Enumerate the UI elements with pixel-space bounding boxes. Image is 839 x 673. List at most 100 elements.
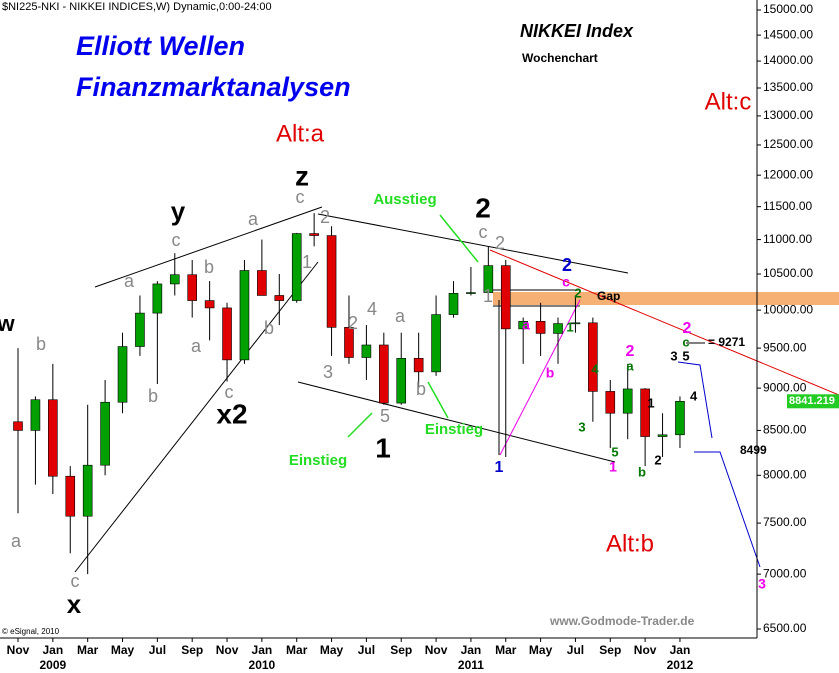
x-tick-label: Mar (495, 643, 517, 657)
x-tick-label: Sep (599, 643, 621, 657)
arrow (427, 381, 449, 419)
trend-line (499, 299, 581, 456)
x-tick-label: Nov (7, 643, 30, 657)
annotation: 1 (495, 459, 504, 476)
candle-body (117, 346, 128, 403)
annotation: c (562, 274, 570, 290)
x-tick-label: Jan (461, 643, 482, 657)
candle-body (535, 321, 546, 334)
candle-body (100, 401, 110, 466)
annotation: Alt:c (705, 88, 752, 115)
candle-body (135, 312, 145, 347)
annotation: b (264, 318, 274, 338)
arrow (347, 412, 373, 438)
candle-body (65, 475, 76, 517)
trend-line (297, 381, 616, 463)
y-tick-label: 15000.00 (763, 2, 813, 16)
candle-body (605, 391, 616, 414)
y-tick-label: 10500.00 (763, 266, 813, 280)
x-tick-label: May (111, 643, 135, 657)
x-tick-label: Jan (670, 643, 691, 657)
annotation: a (124, 271, 135, 291)
annotation: 2 (574, 285, 581, 300)
annotation: 4 (591, 361, 599, 376)
y-tick-label: 8500.00 (763, 423, 807, 437)
x-year-label: 2010 (249, 658, 276, 672)
candle-body (413, 357, 424, 373)
annotation: b (416, 379, 426, 399)
candle-body (500, 265, 511, 330)
candle-body (222, 307, 232, 361)
annotation: Einstieg (289, 452, 347, 469)
annotation: b (148, 386, 158, 406)
x-tick-label: Jan (252, 643, 273, 657)
annotation: 2 (683, 320, 692, 337)
annotation: z (295, 160, 309, 191)
annotation: b (36, 334, 46, 354)
annotation: c (225, 382, 234, 402)
y-tick-label: 9500.00 (763, 340, 807, 354)
candle-body (675, 400, 685, 436)
x-tick-label: May (529, 643, 553, 657)
annotation: Gap (597, 289, 620, 303)
candle-body (48, 399, 58, 477)
candle-body (326, 235, 337, 328)
annotation: = 9271 (708, 335, 745, 349)
trend-line (74, 261, 319, 573)
candle-body (187, 274, 197, 301)
x-tick-label: Sep (181, 643, 203, 657)
x-year-label: 2012 (667, 658, 694, 672)
chart-title: NIKKEI Index (520, 21, 634, 41)
candle-body (396, 357, 407, 404)
candle-body (30, 399, 41, 431)
candle-body (431, 314, 441, 373)
brand-line: Elliott Wellen (76, 31, 245, 61)
y-tick-label: 7500.00 (763, 515, 807, 529)
header: $NI225-NKI - NIKKEI INDICES,W) Dynamic,0… (2, 1, 272, 13)
candle-body (204, 300, 215, 309)
x-tick-label: Jul (567, 643, 584, 657)
annotation: 2 (495, 233, 505, 253)
x-year-label: 2011 (458, 658, 484, 672)
x-tick-label: Nov (216, 643, 239, 657)
annotation: a (248, 209, 259, 229)
x-tick-label: Mar (77, 643, 99, 657)
x-tick-label: May (320, 643, 344, 657)
annotation: a (522, 317, 530, 333)
y-tick-label: 8000.00 (763, 467, 807, 481)
x-tick-label: Jan (42, 643, 63, 657)
candle-body (448, 292, 459, 315)
projection-line (677, 361, 713, 439)
last-price-box (787, 394, 839, 409)
y-tick-label: 9000.00 (763, 380, 807, 394)
annotation: 3 (758, 576, 766, 592)
x-tick-label: Sep (390, 643, 412, 657)
annotation: Einstieg (425, 421, 483, 438)
y-tick-label: 10000.00 (763, 302, 813, 316)
annotation: 4 (367, 299, 377, 319)
annotation: 2 (348, 313, 358, 333)
source: www.Godmode-Trader.de (549, 614, 695, 628)
annotation: c (172, 230, 181, 250)
copyright: © eSignal, 2010 (2, 627, 60, 636)
last-price-label: 8841.219 (789, 395, 835, 407)
y-tick-label: 13000.00 (763, 108, 813, 122)
candle-body (361, 344, 372, 358)
annotation: Alt:a (276, 120, 325, 147)
candle-body (466, 292, 476, 294)
projection-line (694, 451, 761, 568)
x-tick-label: Nov (634, 643, 657, 657)
annotation: x (67, 589, 82, 619)
candle-body (570, 322, 581, 325)
candle-body (291, 233, 302, 301)
annotation: w (0, 311, 15, 336)
annotation: c (682, 334, 689, 349)
y-tick-label: 7000.00 (763, 566, 807, 580)
candle-body (483, 265, 494, 293)
y-tick-label: 11500.00 (763, 199, 812, 213)
trend-line (94, 206, 323, 288)
annotation: x2 (216, 398, 247, 429)
annotation: b (204, 257, 214, 277)
annotation: 1 (302, 252, 312, 272)
